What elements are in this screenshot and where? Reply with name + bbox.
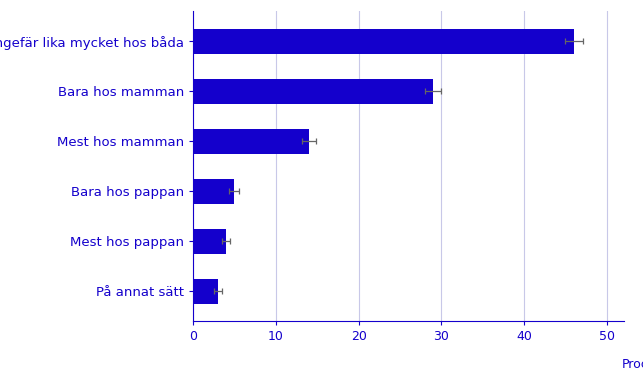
Bar xyxy=(193,29,574,54)
Bar xyxy=(193,179,234,204)
Bar xyxy=(193,229,226,254)
Bar xyxy=(193,79,433,104)
Bar xyxy=(193,279,218,304)
X-axis label: Procent: Procent xyxy=(622,358,643,372)
Bar xyxy=(193,129,309,154)
